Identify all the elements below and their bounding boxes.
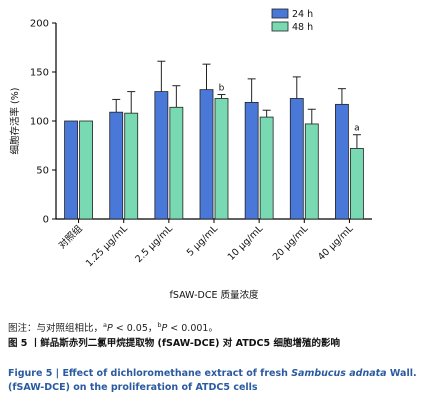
bar [350, 148, 364, 220]
bar [304, 123, 319, 220]
figure-note: 图注：与对照组相比，aP < 0.05，bP < 0.001。 [8, 322, 432, 335]
x-axis-title: fSAW-DCE 质量浓度 [170, 289, 259, 301]
bar [214, 98, 229, 220]
note-mid: < 0.05， [112, 323, 158, 334]
bar [124, 112, 139, 220]
y-tick-label: 100 [30, 117, 49, 128]
bar [259, 116, 274, 220]
y-tick-label: 0 [43, 215, 49, 226]
x-tick-label: 2.5 μg/mL [133, 223, 175, 265]
bar [154, 91, 169, 220]
note-b-mark: b [157, 320, 162, 329]
legend-swatch [271, 21, 289, 32]
bar [289, 98, 304, 220]
note-end: < 0.001。 [167, 323, 218, 334]
chart-axis-labels: b a 细胞存活率 (%) fSAW-DCE 质量浓度 [9, 84, 360, 301]
x-tick-label: 1.25 μg/mL [84, 223, 130, 269]
significance-mark: a [354, 124, 360, 134]
chart-bars [64, 89, 364, 220]
note-p-symbol: P [107, 323, 113, 334]
y-axis-title: 细胞存活率 (%) [9, 88, 21, 155]
chart-error-bars [112, 60, 361, 149]
legend-label: 48 h [292, 22, 313, 33]
y-tick-label: 150 [30, 68, 49, 79]
figure-title-chinese: 图 5 丨鲜品斯赤列二氯甲烷提取物 (fSAW-DCE) 对 ATDC5 细胞增… [8, 338, 340, 349]
y-tick-label: 200 [30, 19, 49, 30]
bar [199, 89, 214, 220]
title-en-species: Sambucus adnata [291, 368, 387, 379]
x-tick-label: 10 μg/mL [226, 223, 266, 263]
bar [335, 103, 349, 220]
bar [64, 120, 78, 220]
bar [169, 106, 184, 220]
legend-label: 24 h [292, 9, 313, 20]
bar [109, 111, 124, 220]
bar [79, 120, 93, 220]
bar-chart: 0 50 100 150 200 对照组 1.25 μg/mL 2.5 μg/mL 5 μg/m… [9, 8, 372, 301]
figure-title-english: Figure 5 | Effect of dichloromethane ext… [8, 367, 432, 395]
chart-axes [52, 22, 372, 223]
chart-legend: 24 h 48 h [271, 8, 313, 33]
legend-swatch [271, 8, 289, 19]
title-en-part2: Wall. (fSAW-DCE) on the proliferation of… [8, 368, 417, 393]
x-tick-label: 40 μg/mL [316, 223, 356, 263]
note-p-symbol-2: P [161, 323, 168, 334]
x-tick-label: 对照组 [56, 222, 85, 251]
note-a-mark: a [103, 320, 107, 329]
x-tick-label: 20 μg/mL [271, 223, 311, 263]
title-en-part1: Figure 5 | Effect of dichloromethane ext… [8, 368, 292, 379]
bar [244, 101, 259, 220]
y-tick-label: 50 [36, 166, 49, 177]
note-prefix: 图注：与对照组相比， [8, 323, 104, 334]
significance-mark: b [219, 84, 225, 94]
x-tick-label: 5 μg/mL [185, 223, 221, 259]
